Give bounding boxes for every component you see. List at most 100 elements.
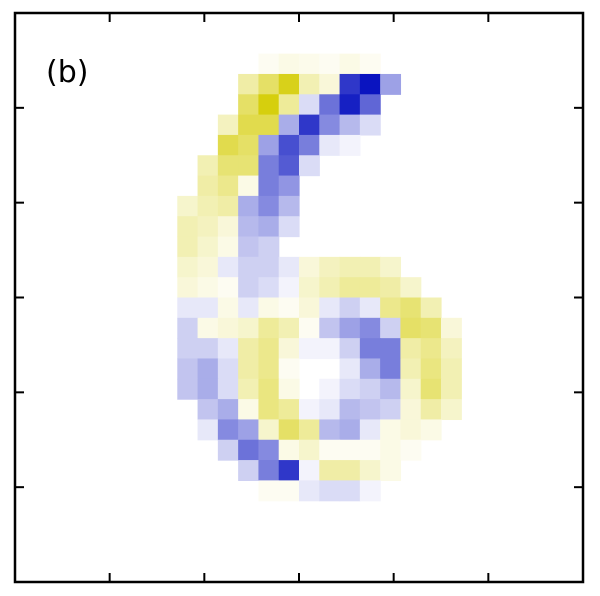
heatmap-cell [197, 155, 219, 177]
heatmap-cell [258, 94, 280, 116]
heatmap-cell [177, 195, 199, 217]
heatmap-cell [278, 73, 300, 95]
heatmap-cell [319, 480, 341, 502]
heatmap-cell [258, 439, 280, 461]
heatmap-cell [400, 419, 422, 441]
heatmap-cell [197, 175, 219, 197]
heatmap-cell [359, 378, 381, 400]
heatmap-cell [319, 277, 341, 299]
heatmap-cell [258, 134, 280, 156]
heatmap-cell [217, 358, 239, 380]
heatmap-cell [177, 277, 199, 299]
heatmap-cell [299, 317, 320, 339]
heatmap-cell [380, 439, 402, 461]
heatmap-cell [299, 256, 320, 278]
heatmap-cell [258, 338, 280, 360]
heatmap-cell [197, 297, 219, 319]
heatmap-cell [238, 297, 260, 319]
heatmap-cell [238, 114, 260, 136]
heatmap-cell [258, 378, 280, 400]
heatmap-cell [238, 175, 260, 197]
heatmap-cell [278, 175, 300, 197]
heatmap-cell [420, 297, 442, 319]
heatmap-cell [400, 297, 422, 319]
heatmap-cell [177, 338, 199, 360]
heatmap-cell [380, 399, 402, 421]
heatmap-cell [238, 277, 260, 299]
heatmap-cell [339, 439, 361, 461]
heatmap-cell [197, 419, 219, 441]
heatmap-cell [400, 399, 422, 421]
heatmap-cell [400, 317, 422, 339]
heatmap-cell [319, 317, 341, 339]
heatmap-cell [197, 195, 219, 217]
heatmap-cell [278, 399, 300, 421]
heatmap-cell [319, 94, 341, 116]
heatmap-cell [197, 378, 219, 400]
heatmap-cell [380, 73, 402, 95]
heatmap-cell [258, 236, 280, 258]
axes-frame [13, 11, 585, 584]
heatmap-cell [217, 114, 239, 136]
heatmap-cell [339, 277, 361, 299]
heatmap-cell [441, 378, 462, 400]
heatmap-cell [258, 256, 280, 278]
heatmap-cell [278, 256, 300, 278]
heatmap-cell [217, 439, 239, 461]
heatmap-cell [217, 155, 239, 177]
heatmap-cell [441, 317, 462, 339]
heatmap-cell [258, 216, 280, 238]
heatmap-cell [359, 277, 381, 299]
heatmap-cell [359, 480, 381, 502]
heatmap-cell [339, 399, 361, 421]
heatmap-cell [339, 256, 361, 278]
heatmap-cell [359, 256, 381, 278]
heatmap-cell [420, 399, 442, 421]
heatmap-cell [278, 460, 300, 481]
heatmap-cell [420, 419, 442, 441]
heatmap-cell [278, 297, 300, 319]
heatmap-cell [258, 114, 280, 136]
heatmap-cell [441, 399, 462, 421]
heatmap-cell [359, 317, 381, 339]
heatmap-cell [238, 399, 260, 421]
heatmap-cell [217, 256, 239, 278]
heatmap-cell [238, 439, 260, 461]
heatmap-cell [400, 358, 422, 380]
heatmap-cell [278, 317, 300, 339]
heatmap-cells [177, 53, 462, 502]
heatmap-cell [299, 73, 320, 95]
heatmap-cell [400, 378, 422, 400]
heatmap-cell [299, 480, 320, 502]
heatmap-cell [339, 338, 361, 360]
heatmap-cell [217, 134, 239, 156]
heatmap-cell [299, 338, 320, 360]
heatmap-cell [217, 338, 239, 360]
heatmap-cell [258, 460, 280, 481]
axis-ticks [15, 13, 583, 582]
heatmap-cell [359, 399, 381, 421]
heatmap-cell [197, 277, 219, 299]
heatmap-cell [420, 378, 442, 400]
heatmap-cell [339, 94, 361, 116]
heatmap-cell [238, 216, 260, 238]
heatmap-cell [359, 439, 381, 461]
heatmap-cell [278, 378, 300, 400]
heatmap-cell [339, 317, 361, 339]
heatmap-cell [238, 94, 260, 116]
heatmap-cell [380, 256, 402, 278]
heatmap-cell [278, 439, 300, 461]
heatmap-cell [380, 277, 402, 299]
heatmap-cell [197, 216, 219, 238]
heatmap-cell [299, 277, 320, 299]
heatmap-cell [299, 155, 320, 177]
heatmap-cell [258, 317, 280, 339]
heatmap-cell [319, 399, 341, 421]
heatmap-cell [238, 236, 260, 258]
heatmap-cell [278, 134, 300, 156]
heatmap-cell [380, 297, 402, 319]
heatmap-cell [359, 73, 381, 95]
heatmap-cell [441, 358, 462, 380]
panel-label: (b) [46, 55, 88, 90]
